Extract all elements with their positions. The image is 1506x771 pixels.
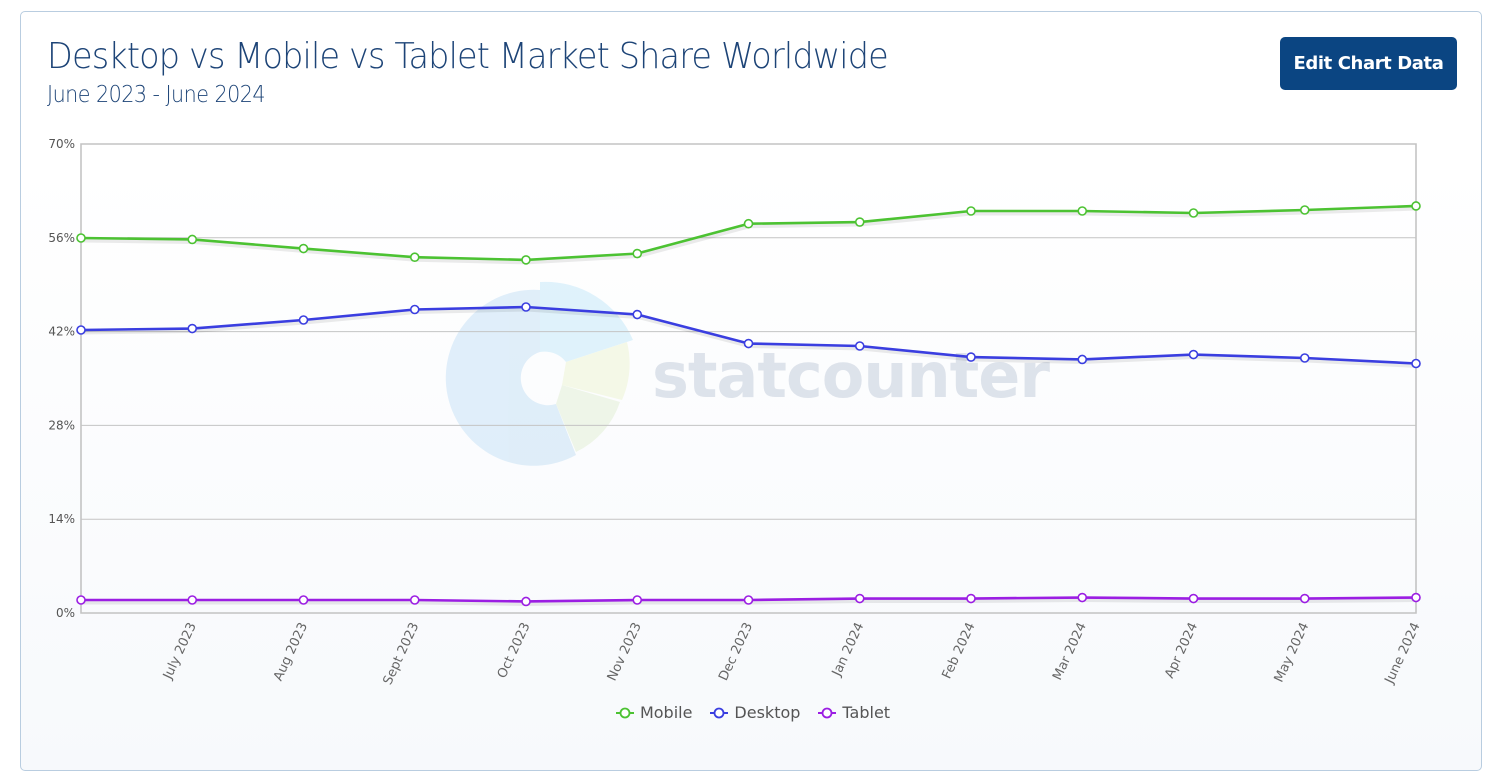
data-point[interactable] bbox=[76, 595, 86, 605]
data-point[interactable] bbox=[1188, 593, 1199, 604]
data-point[interactable] bbox=[187, 234, 198, 245]
data-point[interactable] bbox=[1188, 208, 1199, 218]
y-tick-label: 14% bbox=[48, 512, 75, 526]
data-point[interactable] bbox=[854, 593, 865, 604]
x-tick-label: Mar 2024 bbox=[1050, 620, 1090, 682]
data-point[interactable] bbox=[1188, 349, 1199, 360]
data-point[interactable] bbox=[76, 233, 86, 243]
x-tick-label: Apr 2024 bbox=[1162, 620, 1201, 680]
svg-text:statcounter: statcounter bbox=[652, 339, 1050, 412]
x-tick-label: Feb 2024 bbox=[940, 620, 979, 681]
data-point[interactable] bbox=[743, 595, 754, 605]
data-point[interactable] bbox=[632, 595, 643, 605]
statcounter-watermark: statcounter bbox=[445, 281, 1051, 466]
series-mobile bbox=[76, 201, 1421, 265]
data-point[interactable] bbox=[521, 255, 531, 265]
x-tick-label: Oct 2023 bbox=[495, 620, 534, 680]
data-point[interactable] bbox=[298, 315, 309, 325]
data-point[interactable] bbox=[966, 206, 976, 216]
data-point[interactable] bbox=[409, 252, 420, 263]
x-tick-label: Sept 2023 bbox=[381, 620, 423, 687]
legend-marker-tablet-icon bbox=[818, 707, 837, 718]
data-point[interactable] bbox=[409, 595, 420, 605]
y-tick-label: 28% bbox=[48, 418, 75, 432]
chart-legend: Mobile Desktop Tablet bbox=[0, 703, 1506, 722]
data-point[interactable] bbox=[1299, 593, 1310, 604]
legend-marker-mobile-icon bbox=[615, 707, 634, 718]
data-point[interactable] bbox=[521, 596, 531, 607]
x-tick-label: July 2023 bbox=[160, 620, 200, 682]
data-point[interactable] bbox=[966, 352, 976, 362]
series-desktop bbox=[76, 302, 1421, 369]
edit-chart-data-button[interactable]: Edit Chart Data bbox=[1280, 37, 1457, 90]
y-tick-label: 56% bbox=[48, 231, 75, 245]
data-point[interactable] bbox=[632, 309, 643, 320]
legend-label-tablet: Tablet bbox=[842, 703, 891, 722]
chart-series bbox=[76, 201, 1421, 607]
legend-item-tablet[interactable]: Tablet bbox=[818, 703, 890, 722]
chart-subtitle: June 2023 - June 2024 bbox=[47, 82, 266, 108]
data-point[interactable] bbox=[854, 341, 865, 351]
x-tick-label: Aug 2023 bbox=[271, 620, 311, 683]
data-point[interactable] bbox=[1411, 201, 1421, 211]
data-point[interactable] bbox=[1299, 353, 1310, 363]
series-tablet bbox=[76, 592, 1421, 607]
data-point[interactable] bbox=[854, 217, 865, 227]
data-point[interactable] bbox=[1299, 205, 1310, 215]
x-tick-label: May 2024 bbox=[1272, 620, 1313, 684]
chart-card bbox=[20, 11, 1482, 771]
data-point[interactable] bbox=[632, 248, 643, 259]
data-point[interactable] bbox=[1077, 354, 1088, 365]
data-point[interactable] bbox=[298, 595, 309, 605]
data-point[interactable] bbox=[521, 302, 531, 312]
x-tick-label: Dec 2023 bbox=[716, 620, 756, 683]
data-point[interactable] bbox=[1077, 206, 1088, 216]
x-axis-ticks: July 2023 Aug 2023 Sept 2023 Oct 2023 Nov 20… bbox=[160, 620, 1423, 687]
chart-grid bbox=[80, 143, 1417, 614]
x-tick-label: Jan 2024 bbox=[829, 620, 867, 679]
data-point[interactable] bbox=[187, 323, 198, 334]
legend-marker-desktop-icon bbox=[710, 707, 729, 718]
data-point[interactable] bbox=[409, 304, 420, 315]
data-point[interactable] bbox=[966, 593, 976, 604]
data-point[interactable] bbox=[743, 218, 754, 229]
data-point[interactable] bbox=[187, 595, 198, 605]
chart-title: Desktop vs Mobile vs Tablet Market Share… bbox=[47, 36, 889, 77]
legend-label-desktop: Desktop bbox=[734, 703, 801, 722]
legend-item-mobile[interactable]: Mobile bbox=[615, 703, 693, 722]
data-point[interactable] bbox=[743, 338, 754, 349]
legend-label-mobile: Mobile bbox=[639, 703, 693, 722]
y-tick-label: 70% bbox=[48, 137, 75, 151]
y-axis-ticks: 0% 14% 28% 42% 56% 70% bbox=[48, 137, 75, 620]
data-point[interactable] bbox=[76, 325, 86, 335]
legend-item-desktop[interactable]: Desktop bbox=[710, 703, 800, 722]
y-tick-label: 42% bbox=[48, 325, 75, 339]
data-point[interactable] bbox=[1077, 592, 1088, 603]
data-point[interactable] bbox=[1411, 592, 1421, 603]
data-point[interactable] bbox=[1411, 358, 1421, 369]
x-tick-label: June 2024 bbox=[1382, 620, 1424, 687]
y-tick-label: 0% bbox=[56, 606, 75, 620]
data-point[interactable] bbox=[298, 243, 309, 254]
x-tick-label: Nov 2023 bbox=[605, 620, 645, 683]
line-chart: statcounter 0% 14% 28% 42% 56% 70% July 2023 A… bbox=[48, 137, 1423, 687]
